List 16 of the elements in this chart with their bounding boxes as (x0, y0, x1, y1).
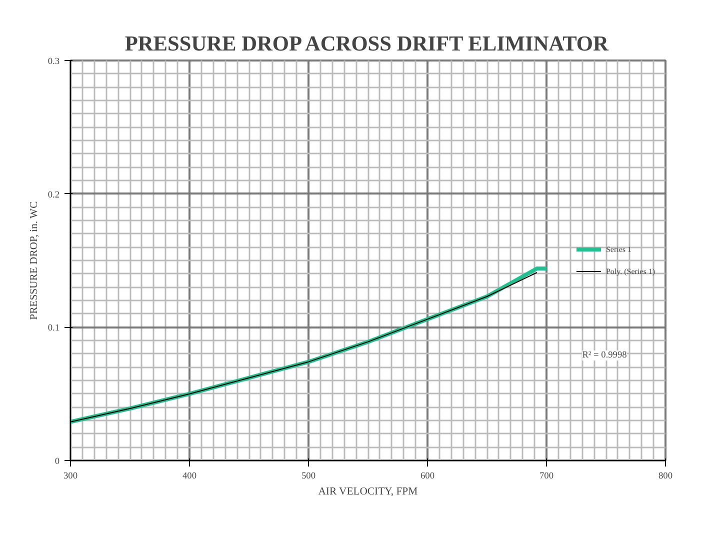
legend-label: Poly. (Series 1) (606, 266, 655, 276)
x-tick-label: 700 (540, 472, 554, 482)
y-tick-label: 0 (54, 457, 60, 467)
x-tick-label: 300 (64, 472, 78, 482)
x-tick-label: 800 (658, 472, 673, 482)
legend-label: Series 1 (606, 244, 632, 254)
x-tick-label: 400 (182, 472, 197, 482)
x-tick-label: 600 (420, 472, 435, 482)
x-tick-label: 500 (302, 472, 316, 482)
chart-title: PRESSURE DROP ACROSS DRIFT ELIMINATOR (124, 32, 609, 56)
y-tick-label: 0.3 (48, 57, 60, 67)
annotation: R² = 0.9998 (582, 350, 628, 360)
y-tick-label: 0.2 (48, 190, 60, 200)
x-axis-title: AIR VELOCITY, FPM (318, 486, 418, 498)
y-tick-label: 0.1 (48, 324, 60, 334)
y-axis-title: PRESSURE DROP, in. WC (28, 201, 40, 320)
